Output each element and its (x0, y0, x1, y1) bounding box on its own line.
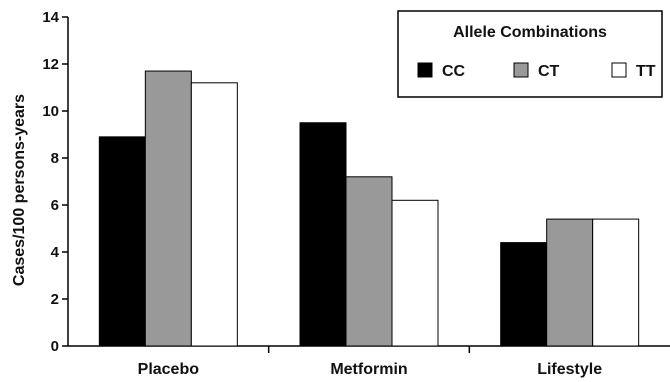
y-tick-label: 10 (42, 103, 59, 120)
bar-cc-lifestyle (500, 242, 548, 347)
legend-label-ct: CT (538, 63, 560, 80)
legend-swatch-ct (513, 62, 529, 78)
bar-ct-metformin (345, 176, 393, 347)
bar-cc-metformin (299, 122, 347, 347)
y-axis: 0 2 4 6 8 10 12 14 (42, 9, 69, 355)
bars (98, 70, 640, 347)
y-tick-label: 6 (51, 197, 59, 214)
y-tick-label: 8 (51, 150, 59, 167)
x-category-label: Metformin (330, 361, 407, 378)
x-axis: Placebo Metformin Lifestyle (68, 345, 670, 378)
legend: Allele Combinations CC CT TT (397, 10, 663, 98)
legend-swatch-tt (611, 62, 627, 78)
y-tick-label: 14 (42, 9, 59, 26)
y-axis-label: Cases/100 persons-years (11, 94, 28, 286)
y-tick-label: 4 (51, 244, 60, 261)
legend-swatch-cc (417, 62, 433, 78)
legend-label-cc: CC (442, 63, 466, 80)
bar-tt-metformin (391, 199, 439, 347)
legend-title: Allele Combinations (453, 24, 607, 41)
bar-ct-lifestyle (546, 218, 594, 347)
y-tick-label: 0 (51, 338, 59, 355)
x-category-label: Lifestyle (537, 361, 602, 378)
bar-tt-placebo (190, 82, 238, 347)
y-tick-label: 12 (42, 56, 59, 73)
legend-box (397, 10, 663, 98)
bar-tt-lifestyle (592, 218, 640, 347)
bar-cc-placebo (98, 136, 146, 347)
bar-ct-placebo (144, 70, 192, 347)
x-category-label: Placebo (138, 361, 200, 378)
legend-label-tt: TT (636, 63, 656, 80)
y-tick-label: 2 (51, 291, 59, 308)
